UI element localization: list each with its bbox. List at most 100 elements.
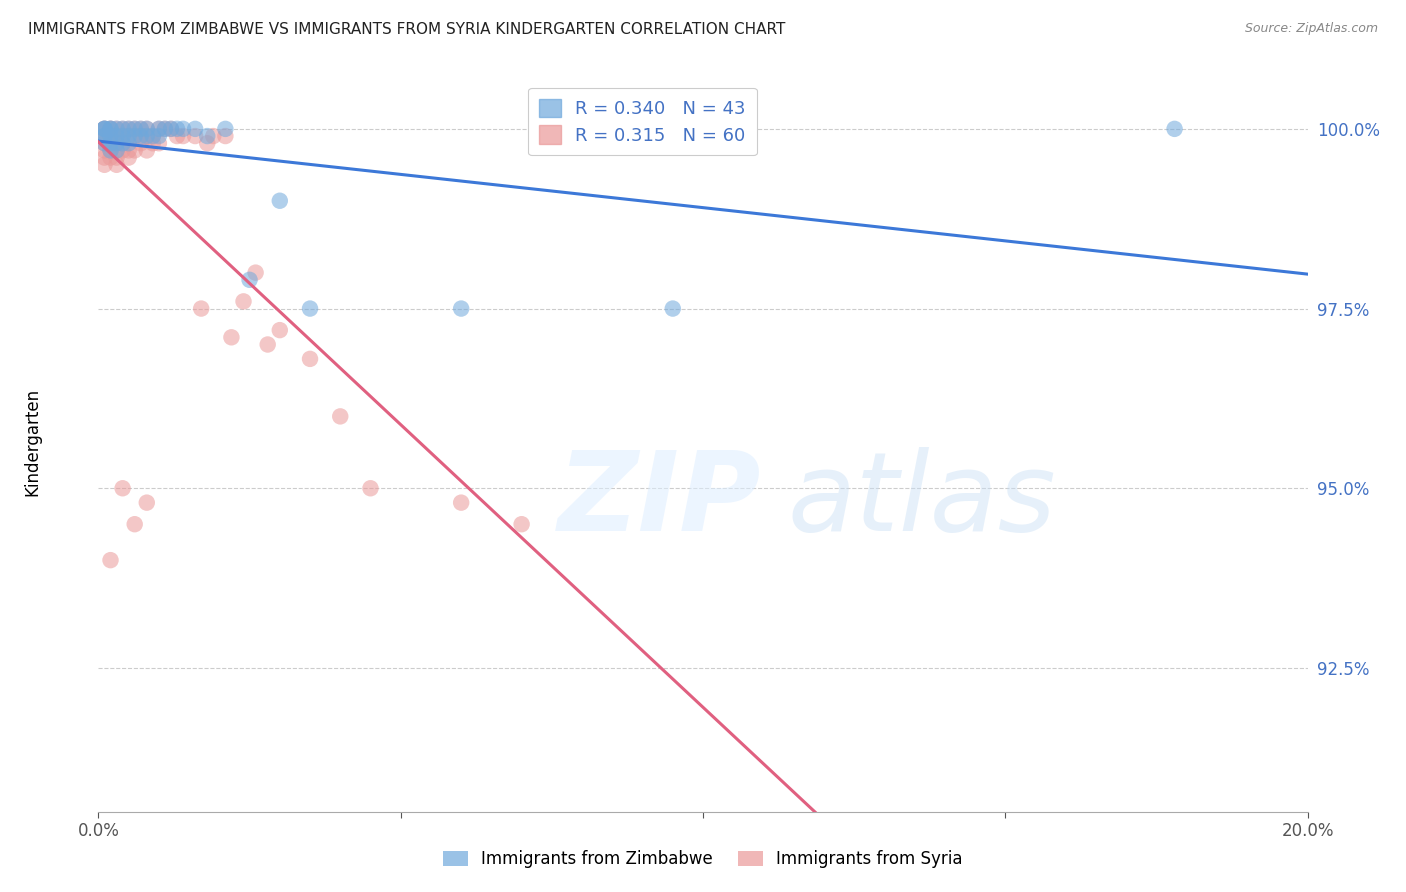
Point	[93, 136, 115, 151]
Point	[148, 121, 170, 136]
Point	[202, 129, 225, 144]
Point	[232, 294, 254, 309]
Point	[184, 121, 207, 136]
Point	[166, 129, 188, 144]
Point	[129, 129, 152, 144]
Point	[111, 144, 134, 158]
Text: Source: ZipAtlas.com: Source: ZipAtlas.com	[1244, 22, 1378, 36]
Point	[100, 129, 122, 144]
Point	[93, 151, 115, 165]
Point	[142, 129, 165, 144]
Point	[190, 301, 212, 316]
Point	[269, 194, 291, 208]
Point	[105, 129, 128, 144]
Point	[142, 129, 165, 144]
Point	[195, 129, 218, 144]
Point	[111, 136, 134, 151]
Point	[111, 129, 134, 144]
Point	[105, 121, 128, 136]
Point	[160, 121, 183, 136]
Point	[148, 121, 170, 136]
Point	[100, 136, 122, 151]
Point	[129, 121, 152, 136]
Point	[184, 129, 207, 144]
Point	[118, 129, 141, 144]
Point	[172, 129, 194, 144]
Point	[135, 144, 157, 158]
Point	[129, 121, 152, 136]
Point	[100, 553, 122, 567]
Point	[105, 136, 128, 151]
Point	[269, 323, 291, 337]
Point	[1163, 121, 1185, 136]
Point	[93, 121, 115, 136]
Point	[118, 151, 141, 165]
Point	[118, 136, 141, 151]
Point	[93, 129, 115, 144]
Point	[160, 121, 183, 136]
Point	[245, 266, 267, 280]
Point	[93, 158, 115, 172]
Point	[118, 129, 141, 144]
Point	[118, 121, 141, 136]
Point	[105, 129, 128, 144]
Point	[214, 121, 236, 136]
Point	[93, 129, 115, 144]
Point	[153, 121, 176, 136]
Point	[124, 517, 146, 532]
Point	[93, 136, 115, 151]
Point	[93, 121, 115, 136]
Legend: Immigrants from Zimbabwe, Immigrants from Syria: Immigrants from Zimbabwe, Immigrants fro…	[436, 844, 970, 875]
Point	[124, 129, 146, 144]
Point	[129, 136, 152, 151]
Point	[135, 129, 157, 144]
Point	[100, 121, 122, 136]
Point	[135, 121, 157, 136]
Point	[100, 121, 122, 136]
Point	[100, 144, 122, 158]
Point	[148, 129, 170, 144]
Text: ZIP: ZIP	[558, 447, 762, 554]
Point	[299, 351, 322, 366]
Point	[135, 495, 157, 509]
Point	[118, 121, 141, 136]
Point	[142, 136, 165, 151]
Point	[195, 136, 218, 151]
Point	[100, 151, 122, 165]
Point	[329, 409, 352, 424]
Point	[166, 121, 188, 136]
Point	[93, 121, 115, 136]
Text: Kindergarten: Kindergarten	[22, 387, 41, 496]
Point	[105, 121, 128, 136]
Point	[111, 136, 134, 151]
Point	[124, 144, 146, 158]
Point	[129, 129, 152, 144]
Point	[124, 129, 146, 144]
Point	[100, 144, 122, 158]
Point	[299, 301, 322, 316]
Point	[256, 337, 278, 351]
Point	[105, 158, 128, 172]
Point	[100, 129, 122, 144]
Point	[135, 129, 157, 144]
Point	[135, 121, 157, 136]
Point	[124, 121, 146, 136]
Point	[105, 144, 128, 158]
Text: IMMIGRANTS FROM ZIMBABWE VS IMMIGRANTS FROM SYRIA KINDERGARTEN CORRELATION CHART: IMMIGRANTS FROM ZIMBABWE VS IMMIGRANTS F…	[28, 22, 786, 37]
Point	[93, 129, 115, 144]
Point	[118, 144, 141, 158]
Legend: R = 0.340   N = 43, R = 0.315   N = 60: R = 0.340 N = 43, R = 0.315 N = 60	[529, 87, 756, 155]
Point	[221, 330, 243, 344]
Point	[105, 136, 128, 151]
Point	[239, 273, 262, 287]
Point	[100, 121, 122, 136]
Point	[450, 301, 472, 316]
Point	[111, 121, 134, 136]
Point	[93, 121, 115, 136]
Point	[105, 151, 128, 165]
Point	[450, 495, 472, 509]
Point	[172, 121, 194, 136]
Point	[93, 129, 115, 144]
Point	[100, 121, 122, 136]
Point	[93, 121, 115, 136]
